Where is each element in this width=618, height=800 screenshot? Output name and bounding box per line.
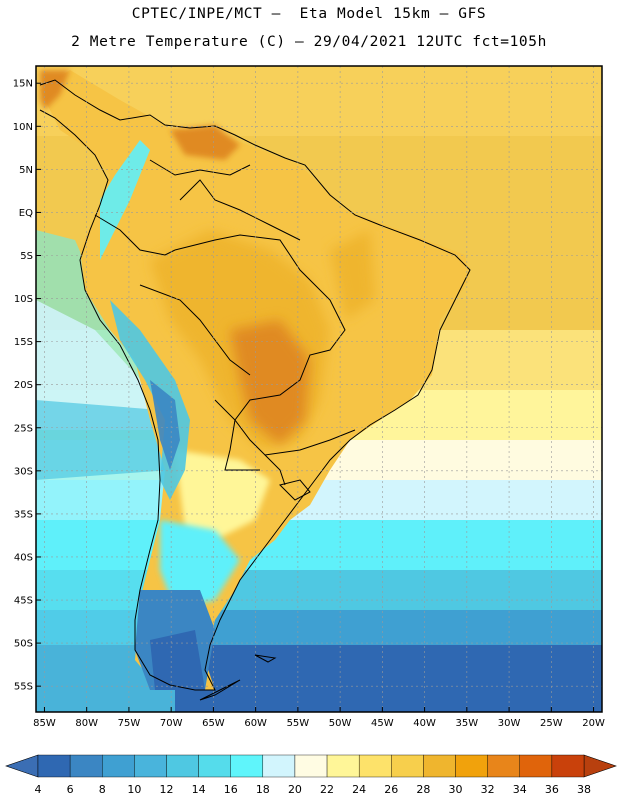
colorbar-label: 14 — [192, 783, 206, 796]
temperature-field — [36, 66, 602, 712]
lon-tick-label: 30W — [498, 718, 521, 729]
lat-tick-label: 15S — [14, 337, 33, 348]
lon-tick-label: 85W — [33, 718, 56, 729]
colorbar-high-arrow — [583, 754, 617, 778]
lat-tick-label: 50S — [14, 639, 33, 650]
lat-tick-label: 15N — [13, 79, 33, 90]
colorbar-low-arrow — [5, 754, 39, 778]
lat-tick-label: 55S — [14, 682, 33, 693]
lon-tick-label: 75W — [118, 718, 141, 729]
lon-tick-label: 65W — [202, 718, 225, 729]
map-frame — [35, 65, 603, 713]
colorbar-swatch — [326, 754, 360, 778]
lon-tick-label: 60W — [244, 718, 267, 729]
lon-tick-label: 20W — [582, 718, 605, 729]
colorbar-label: 38 — [577, 783, 591, 796]
colorbar-label: 20 — [288, 783, 302, 796]
chart-subtitle: 2 Metre Temperature (C) – 29/04/2021 12U… — [71, 34, 547, 50]
colorbar-label: 28 — [416, 783, 430, 796]
lat-tick-label: 35S — [14, 509, 33, 520]
colorbar-label: 8 — [99, 783, 106, 796]
colorbar-swatch — [198, 754, 231, 778]
colorbar-label: 16 — [224, 783, 238, 796]
latitude-axis: 15N 10N 5N EQ 5S 10S 15S 20S 25S 30S 35S 40S 45S 50S 5… — [13, 79, 41, 693]
colorbar-label: 26 — [384, 783, 398, 796]
colorbar-swatch — [134, 754, 167, 778]
colorbar-label: 30 — [449, 783, 463, 796]
colorbar-swatch — [102, 754, 135, 778]
longitude-axis: 85W 80W 75W 70W 65W 60W 55W 50W 45W 40W 35W 30W 25W 2… — [33, 707, 605, 729]
lon-tick-label: 55W — [287, 718, 310, 729]
lat-tick-label: 10N — [13, 122, 33, 133]
lat-tick-label: 40S — [14, 552, 33, 563]
colorbar-label: 18 — [256, 783, 270, 796]
colorbar-label: 34 — [513, 783, 527, 796]
colorbar-swatch — [551, 754, 585, 778]
colorbar-swatch — [37, 754, 71, 778]
lat-tick-label: 45S — [14, 596, 33, 607]
colorbar-swatch — [358, 754, 392, 778]
colorbar-label: 12 — [159, 783, 173, 796]
lon-tick-label: 45W — [371, 718, 394, 729]
lon-tick-label: 50W — [329, 718, 352, 729]
colorbar-label: 24 — [352, 783, 366, 796]
continent — [40, 70, 470, 690]
colorbar-swatch — [455, 754, 488, 778]
colorbar-label: 4 — [35, 783, 42, 796]
colorbar-swatch — [294, 754, 328, 778]
lat-tick-label: 20S — [14, 380, 33, 391]
colorbar-swatch — [423, 754, 456, 778]
chart-title: CPTEC/INPE/MCT – Eta Model 15km – GFS — [131, 6, 487, 22]
lon-tick-label: 25W — [540, 718, 563, 729]
colorbar-swatch — [69, 754, 103, 778]
colorbar-label: 10 — [127, 783, 141, 796]
lon-tick-label: 35W — [456, 718, 479, 729]
graticule — [36, 66, 602, 712]
colorbar-swatch — [519, 754, 553, 778]
lat-tick-label: 10S — [14, 294, 33, 305]
colorbar-swatch — [487, 754, 520, 778]
colorbar-label: 32 — [481, 783, 495, 796]
colorbar-swatch — [230, 754, 264, 778]
colorbar-label: 22 — [320, 783, 334, 796]
lon-tick-label: 80W — [75, 718, 98, 729]
colorbar-swatch — [166, 754, 199, 778]
lat-tick-label: 30S — [14, 466, 33, 477]
coastlines — [39, 79, 471, 701]
colorbar-swatch — [262, 754, 296, 778]
colorbar-swatch — [391, 754, 424, 778]
lon-tick-label: 70W — [160, 718, 183, 729]
lat-tick-label: EQ — [19, 208, 33, 219]
lat-tick-label: 5S — [20, 251, 33, 262]
lat-tick-label: 25S — [14, 423, 33, 434]
lat-tick-label: 5N — [19, 165, 33, 176]
lon-tick-label: 40W — [413, 718, 436, 729]
colorbar-label: 6 — [67, 783, 74, 796]
colorbar-label: 36 — [545, 783, 559, 796]
colorbar: 4 6 8 10 12 14 16 18 20 22 24 26 28 30 32 34 36 38 — [5, 754, 617, 796]
